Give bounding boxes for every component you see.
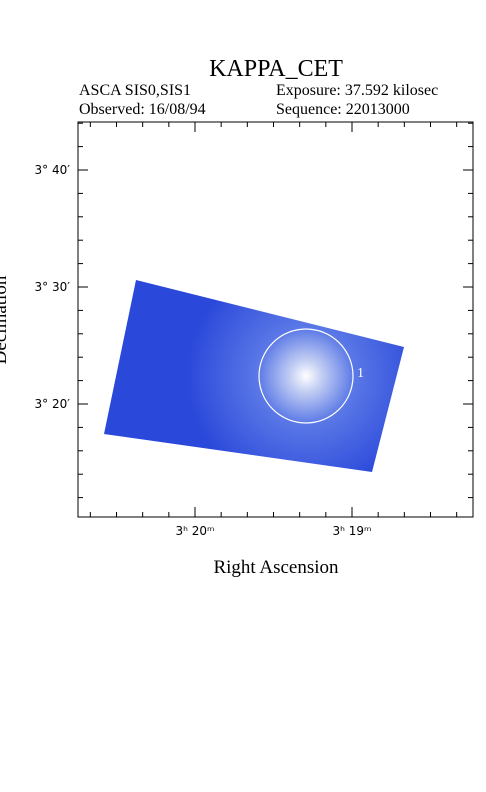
x-tick-label: 3ʰ 20ᵐ [175,524,214,538]
instrument: ASCA SIS0,SIS1 [79,82,191,99]
y-tick-label: 3° 20′ [35,397,71,411]
title: KAPPA_CET [209,56,343,82]
frame [77,121,474,518]
source-label: 1 [357,366,364,381]
y-tick-label: 3° 30′ [35,280,71,294]
observed: Observed: 16/08/94 [79,101,206,118]
source-circle [258,328,354,424]
x-tick-label: 3ʰ 19ᵐ [332,524,371,538]
ticks: 3° 40′ 3° 30′ 3° 20′ 3ʰ 20ᵐ 3ʰ 19ᵐ [35,122,473,538]
image [104,280,404,472]
y-tick-label: 3° 40′ [35,163,71,177]
y-label: Declination [0,275,11,364]
sequence: Sequence: 22013000 [276,101,410,118]
exposure: Exposure: 37.592 kilosec [276,82,438,99]
x-label: Right Ascension [213,557,339,578]
